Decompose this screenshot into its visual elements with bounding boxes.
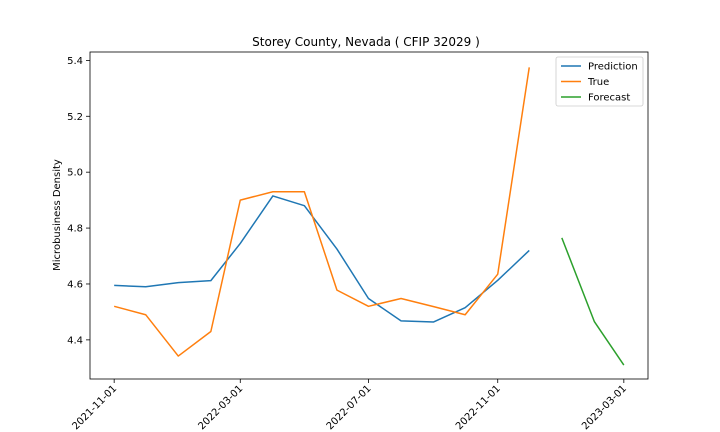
y-tick-label: 5.4: [67, 56, 83, 67]
axes-frame: [89, 51, 649, 380]
y-tick-label: 5.0: [67, 168, 83, 179]
y-axis-label: Microbusiness Density: [52, 159, 63, 271]
y-tick-label: 4.8: [67, 224, 83, 235]
legend-label-prediction: Prediction: [588, 62, 638, 73]
series-line-prediction: [114, 195, 530, 323]
series-line-true: [113, 67, 530, 357]
y-tick-label: 5.2: [67, 112, 83, 123]
y-tick-label: 4.4: [67, 335, 83, 346]
y-tick-label: 4.6: [67, 279, 83, 290]
legend-label-forecast: Forecast: [588, 93, 630, 104]
legend-box: [555, 56, 644, 107]
chart-title: Storey County, Nevada ( CFIP 32029 ): [252, 35, 480, 49]
legend: Prediction True Forecast: [555, 56, 644, 107]
legend-label-true: True: [587, 77, 609, 88]
plot-area: [113, 67, 625, 366]
